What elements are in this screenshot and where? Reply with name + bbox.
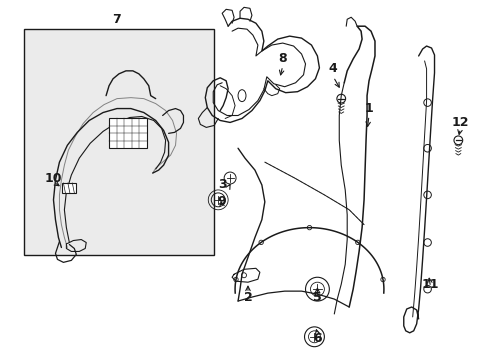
Bar bbox=[24, 29, 214, 255]
Text: 8: 8 bbox=[278, 53, 286, 66]
Text: 10: 10 bbox=[44, 171, 62, 185]
Text: 11: 11 bbox=[421, 278, 438, 291]
Bar bbox=[62, 183, 76, 193]
Text: 2: 2 bbox=[243, 291, 252, 303]
Text: 3: 3 bbox=[218, 179, 226, 192]
Text: 5: 5 bbox=[312, 291, 321, 303]
Text: 4: 4 bbox=[328, 62, 337, 75]
Bar bbox=[109, 118, 146, 148]
Text: 9: 9 bbox=[218, 195, 226, 208]
Text: 6: 6 bbox=[312, 332, 321, 345]
Text: 7: 7 bbox=[112, 13, 121, 26]
Text: 1: 1 bbox=[364, 102, 373, 115]
Ellipse shape bbox=[238, 90, 245, 102]
Text: 12: 12 bbox=[450, 116, 468, 129]
